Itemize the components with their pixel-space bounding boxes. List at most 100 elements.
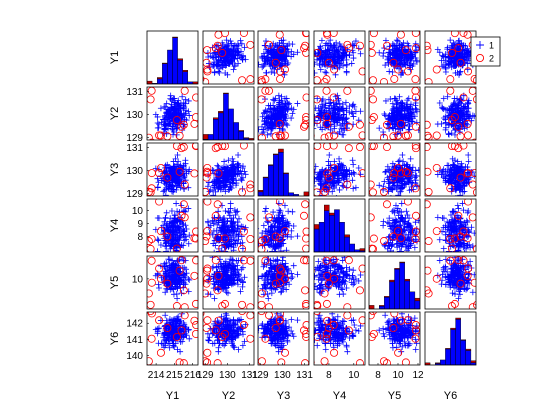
point-group1 [340,170,347,177]
point-group1 [210,192,217,196]
point-group2 [238,300,247,309]
point-group1 [394,46,401,53]
point-group1 [314,128,317,129]
point-group1 [228,185,235,192]
point-group1 [280,240,287,247]
point-group2 [446,75,455,84]
point-group1 [271,244,278,251]
point-group1 [162,214,169,221]
point-group1 [382,62,389,69]
point-group1 [449,208,456,215]
point-group2 [358,169,365,178]
hist-bar-group1 [238,131,244,140]
point-group1 [400,158,407,165]
point-group1 [453,185,460,192]
point-group1 [385,176,392,183]
point-group1 [283,250,285,252]
point-group1 [456,226,463,233]
panel-Y4-vs-Y4 [313,198,366,253]
point-group1 [225,157,232,164]
point-group1 [400,170,407,177]
point-group2 [302,244,309,252]
point-group1 [350,185,357,192]
hist-bar-group2 [344,234,350,238]
point-group1 [387,247,394,252]
point-group2 [329,31,338,37]
point-group2 [322,113,331,122]
point-group1 [319,103,326,110]
point-group1 [466,241,473,248]
point-group2 [302,48,309,57]
point-group1 [235,236,242,243]
point-group2 [275,199,284,206]
point-group1 [446,240,453,247]
point-group1 [451,101,458,108]
point-group2 [355,41,364,50]
point-group1 [174,229,181,236]
point-group1 [216,256,223,263]
point-group1 [400,227,407,234]
point-group1 [346,103,353,110]
panel-frame [257,142,310,197]
point-group2 [276,74,285,83]
point-group1 [355,45,362,52]
point-group1 [455,205,462,212]
point-group1 [227,205,234,212]
point-group1 [207,222,214,229]
point-group1 [461,242,468,249]
point-group2 [411,75,420,84]
point-group1 [232,211,239,218]
point-group1 [258,126,262,133]
point-group1 [180,185,187,192]
point-group2 [369,244,378,252]
point-group1 [226,212,233,219]
point-group1 [336,155,343,162]
point-group1 [270,40,277,47]
point-group1 [376,125,383,132]
point-group1 [262,228,269,235]
point-group2 [203,46,212,55]
point-group1 [403,208,410,215]
point-group1 [161,218,168,225]
point-group1 [442,124,449,131]
point-group2 [471,138,476,140]
point-group1 [167,181,174,188]
point-group2 [177,144,186,153]
point-group1 [471,113,476,120]
point-group1 [461,50,468,57]
point-group1 [386,115,393,122]
point-group1 [182,233,189,240]
point-group1 [237,37,244,44]
point-group2 [239,256,248,265]
point-group1 [154,236,161,243]
point-group1 [233,257,240,264]
point-group1 [155,281,162,288]
panel-Y4-vs-Y3 [257,198,310,253]
point-group1 [271,105,278,112]
point-group1 [230,270,237,277]
point-group2 [275,119,284,128]
point-group1 [239,264,246,271]
point-group1 [267,229,274,236]
point-group1 [445,122,452,129]
point-group2 [147,256,156,265]
point-group2 [324,58,333,67]
point-group1 [439,63,446,70]
point-group1 [215,68,222,75]
hist-bar-group2 [147,80,153,84]
point-group2 [425,46,432,55]
point-group1 [411,244,418,251]
point-group1 [276,225,283,232]
point-group1 [239,283,246,290]
point-group1 [231,250,233,252]
point-group1 [270,209,277,216]
point-group2 [221,299,230,308]
point-group2 [425,167,432,176]
point-group1 [403,161,410,168]
point-group1 [228,58,235,65]
panel-Y2-vs-Y1 [146,86,199,141]
hist-bar-group1 [167,49,173,84]
panel-frame [202,30,255,85]
point-group1 [325,46,332,53]
point-group1 [162,289,169,296]
